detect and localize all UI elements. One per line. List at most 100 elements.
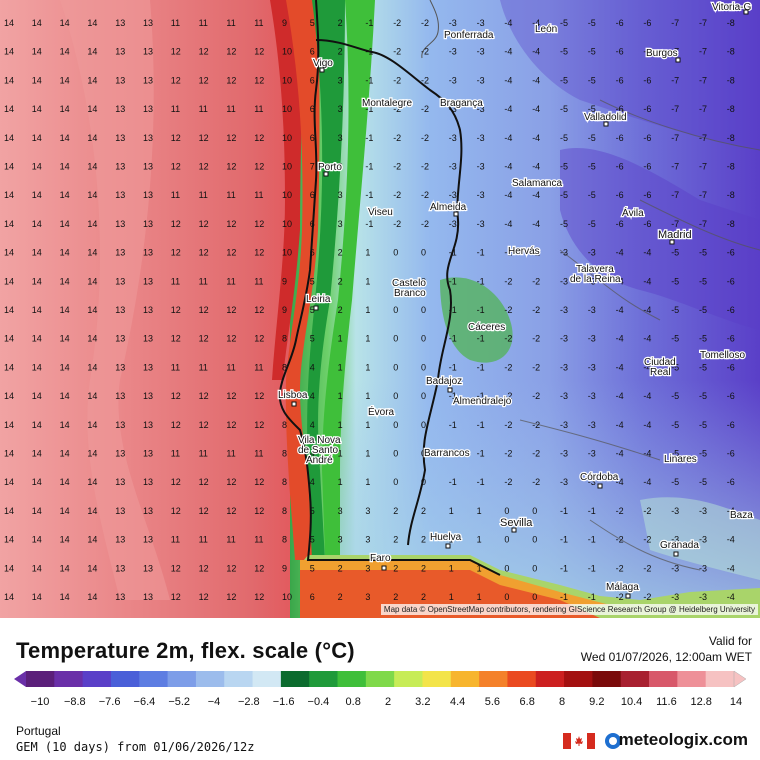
grid-value: 14 xyxy=(87,391,97,401)
grid-value: 14 xyxy=(4,248,14,258)
grid-value: -1 xyxy=(560,592,568,602)
grid-value: 14 xyxy=(32,75,42,85)
grid-value: -1 xyxy=(477,305,485,315)
grid-value: 13 xyxy=(115,18,125,28)
grid-value: 8 xyxy=(282,477,287,487)
grid-value: 0 xyxy=(421,334,426,344)
grid-value: 14 xyxy=(87,305,97,315)
city-montalegre: Montalegre xyxy=(362,98,412,109)
grid-value: -1 xyxy=(477,362,485,372)
grid-value: -6 xyxy=(727,276,735,286)
grid-value: -1 xyxy=(477,449,485,459)
grid-value: -7 xyxy=(671,190,679,200)
grid-value: -2 xyxy=(504,276,512,286)
grid-value: 13 xyxy=(143,449,153,459)
city-ciudad-real: Ciudad xyxy=(644,357,676,368)
grid-value: -3 xyxy=(588,449,596,459)
grid-value: 0 xyxy=(393,276,398,286)
grid-value: 14 xyxy=(60,334,70,344)
grid-value: 14 xyxy=(4,592,14,602)
grid-value: 14 xyxy=(4,47,14,57)
grid-value: -1 xyxy=(588,506,596,516)
grid-value: 14 xyxy=(32,420,42,430)
grid-value: 14 xyxy=(32,133,42,143)
grid-value: 4 xyxy=(310,362,315,372)
grid-value: -4 xyxy=(643,477,651,487)
grid-value: -4 xyxy=(643,391,651,401)
grid-value: 5 xyxy=(310,305,315,315)
grid-value: -3 xyxy=(588,305,596,315)
grid-value: -8 xyxy=(727,219,735,229)
grid-value: 13 xyxy=(115,104,125,114)
grid-value: 12 xyxy=(171,219,181,229)
map-attribution: Map data © OpenStreetMap contributors, r… xyxy=(380,604,758,615)
legend-color-cell xyxy=(535,671,565,687)
grid-value: -3 xyxy=(560,420,568,430)
grid-value: -3 xyxy=(588,334,596,344)
grid-value: -7 xyxy=(699,162,707,172)
legend-color-cell xyxy=(139,671,169,687)
city-braganca: Bragança xyxy=(440,98,483,109)
grid-value: 11 xyxy=(226,449,235,459)
grid-value: -2 xyxy=(393,47,401,57)
city-vila-nova: Vila Nova xyxy=(298,435,341,446)
grid-value: 11 xyxy=(171,18,180,28)
grid-value: -1 xyxy=(477,248,485,258)
grid-value: 12 xyxy=(199,75,209,85)
grid-value: 11 xyxy=(254,276,263,286)
grid-value: -3 xyxy=(449,47,457,57)
grid-value: 13 xyxy=(143,219,153,229)
grid-value: -3 xyxy=(560,449,568,459)
grid-value: 12 xyxy=(199,305,209,315)
grid-value: 6 xyxy=(310,248,315,258)
grid-value: 14 xyxy=(87,18,97,28)
grid-value: 1 xyxy=(365,276,370,286)
grid-value: 2 xyxy=(338,18,343,28)
valid-label: Valid for xyxy=(708,634,752,648)
legend-tick-label: −1.6 xyxy=(272,696,295,708)
grid-value: 0 xyxy=(532,592,537,602)
grid-value: -3 xyxy=(699,535,707,545)
grid-value: 13 xyxy=(143,75,153,85)
grid-value: 11 xyxy=(226,276,235,286)
grid-value: -6 xyxy=(643,47,651,57)
grid-value: -3 xyxy=(560,477,568,487)
city-badajoz: Badajoz xyxy=(426,376,462,387)
grid-value: 1 xyxy=(365,391,370,401)
grid-value: 9 xyxy=(282,563,287,573)
grid-value: 13 xyxy=(115,305,125,315)
grid-value: -2 xyxy=(504,477,512,487)
grid-value: -4 xyxy=(532,104,540,114)
grid-value: 14 xyxy=(32,162,42,172)
city-faro: Faro xyxy=(370,553,391,564)
grid-value: -1 xyxy=(365,75,373,85)
legend-color-cell xyxy=(54,671,84,687)
grid-value: 14 xyxy=(87,420,97,430)
grid-value: 11 xyxy=(199,276,208,286)
grid-value: 14 xyxy=(87,219,97,229)
grid-value: 14 xyxy=(87,592,97,602)
grid-value: -3 xyxy=(449,104,457,114)
grid-value: 3 xyxy=(338,219,343,229)
grid-value: 12 xyxy=(254,563,264,573)
grid-value: 14 xyxy=(4,449,14,459)
grid-value: -7 xyxy=(699,47,707,57)
grid-value: 12 xyxy=(171,334,181,344)
weather-map[interactable]: 14 14 14 14 13 13 11 11 11 11 9 5 2 -1 -2 -2 -3 -3 -4 -4 -5-… xyxy=(0,0,760,618)
grid-value: -7 xyxy=(699,104,707,114)
grid-value: 13 xyxy=(115,75,125,85)
grid-value: -4 xyxy=(532,133,540,143)
city-huelva: Huelva xyxy=(430,532,462,543)
grid-value: -4 xyxy=(643,305,651,315)
city-lisboa: Lisboa xyxy=(278,390,308,401)
grid-value: -3 xyxy=(671,563,679,573)
grid-value: 14 xyxy=(32,18,42,28)
grid-value: -2 xyxy=(504,334,512,344)
grid-value: -5 xyxy=(699,420,707,430)
brand-name[interactable]: meteologix.com xyxy=(618,730,748,749)
grid-value: 1 xyxy=(338,362,343,372)
grid-value: -3 xyxy=(588,477,596,487)
grid-value: -4 xyxy=(643,248,651,258)
grid-value: 12 xyxy=(199,47,209,57)
grid-value: -6 xyxy=(616,75,624,85)
